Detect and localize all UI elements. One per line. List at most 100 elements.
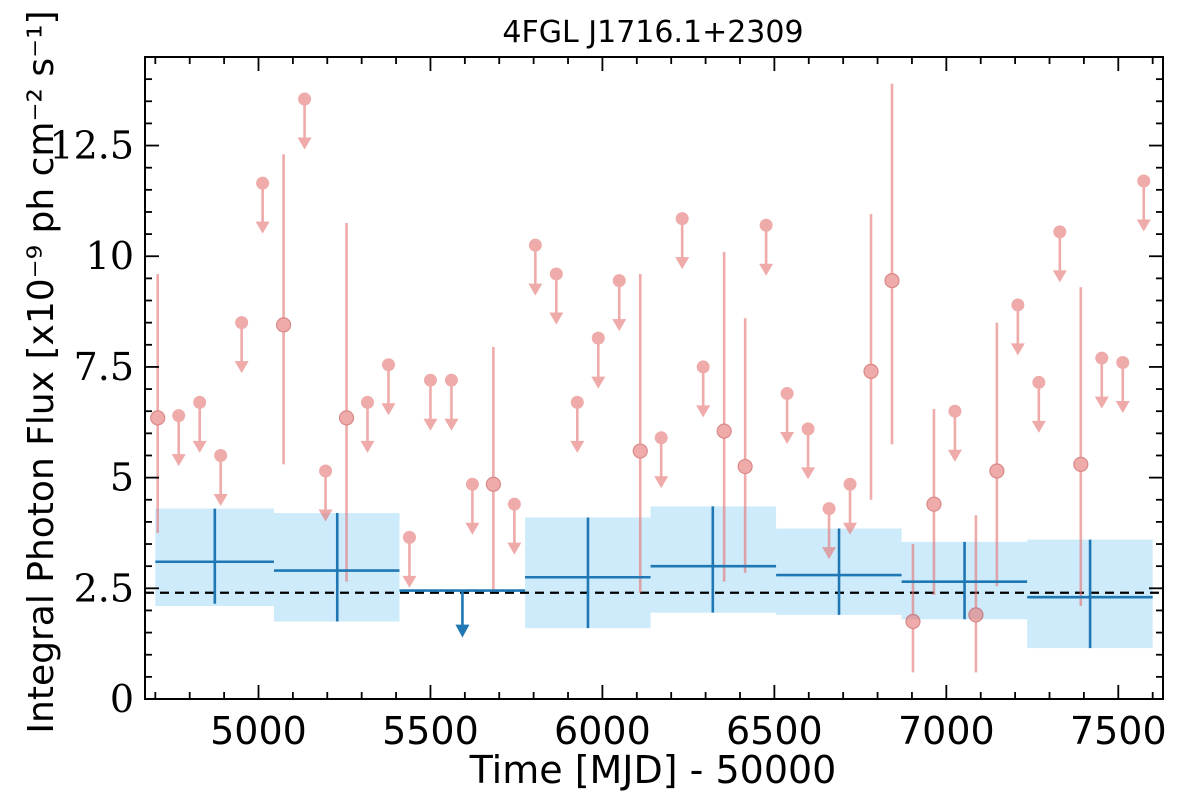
upper-limit-dot bbox=[1095, 351, 1109, 365]
coarse-bin-point bbox=[525, 517, 651, 629]
upper-limit-dot bbox=[801, 422, 815, 436]
upper-limit-arrowhead bbox=[1094, 396, 1109, 409]
flux-point bbox=[338, 223, 355, 582]
upper-limit-arrowhead bbox=[318, 509, 333, 522]
upper-limit-arrowhead bbox=[360, 440, 375, 453]
flux-point bbox=[632, 273, 648, 593]
upper-limit-dot bbox=[675, 212, 689, 226]
upper-limit-dot bbox=[612, 274, 626, 288]
upper-limit-marker bbox=[675, 212, 690, 270]
y-tick-label: 5 bbox=[110, 456, 134, 500]
upper-limit-dot bbox=[948, 404, 962, 418]
upper-limit-marker bbox=[255, 176, 270, 234]
upper-limit-dot bbox=[465, 477, 479, 491]
coarse-upper-limit bbox=[399, 589, 526, 638]
upper-limit-dot bbox=[822, 502, 836, 516]
upper-limit-arrowhead bbox=[255, 221, 270, 234]
upper-limit-marker bbox=[549, 267, 564, 325]
flux-marker bbox=[1073, 456, 1089, 472]
upper-limit-marker bbox=[360, 395, 375, 453]
upper-limit-marker bbox=[1094, 351, 1109, 409]
upper-limit-arrowhead bbox=[1115, 400, 1130, 413]
upper-limit-arrowhead bbox=[507, 542, 522, 555]
upper-limit-dot bbox=[319, 464, 333, 478]
upper-limit-marker bbox=[444, 373, 459, 431]
x-tick-label: 6500 bbox=[726, 709, 823, 753]
upper-limit-dot bbox=[507, 497, 521, 511]
upper-limit-marker bbox=[654, 431, 669, 489]
x-axis-ticks: 5000 5500 6000 6500 7000 7500 bbox=[154, 57, 1167, 753]
upper-limit-marker bbox=[1115, 356, 1130, 413]
flux-marker bbox=[968, 607, 984, 623]
upper-limit-marker bbox=[381, 358, 396, 416]
upper-limit-arrowhead bbox=[759, 263, 774, 276]
upper-limit-dot bbox=[591, 331, 605, 345]
upper-limit-marker bbox=[192, 395, 207, 453]
upper-limit-marker bbox=[570, 395, 585, 453]
y-tick-label: 0 bbox=[110, 677, 134, 721]
x-tick-label: 5000 bbox=[210, 709, 307, 753]
upper-limit-arrowhead bbox=[780, 431, 795, 444]
coarse-bin-point bbox=[776, 528, 902, 615]
fine-bin-points bbox=[150, 83, 1151, 673]
coarse-bin-bands bbox=[155, 506, 1153, 649]
upper-limit-marker bbox=[1136, 174, 1151, 232]
upper-limit-marker bbox=[234, 316, 249, 374]
x-tick-label: 5500 bbox=[382, 709, 479, 753]
flux-marker bbox=[737, 458, 753, 475]
flux-marker bbox=[275, 317, 292, 333]
flux-marker bbox=[905, 613, 921, 630]
upper-limit-dot bbox=[193, 395, 207, 409]
upper-limit-arrowhead bbox=[381, 403, 396, 416]
flux-point bbox=[1073, 287, 1089, 607]
upper-limit-dot bbox=[549, 267, 563, 281]
upper-limit-arrowhead bbox=[213, 493, 228, 506]
upper-limit-dot bbox=[528, 238, 542, 252]
coarse-bin-point bbox=[901, 541, 1028, 620]
y-axis-label: Integral Photon Flux [x10⁻⁹ ph cm⁻² s⁻¹] bbox=[21, 10, 62, 733]
flux-point bbox=[926, 408, 942, 595]
flux-point bbox=[485, 347, 501, 591]
upper-limit-arrowhead bbox=[297, 137, 312, 150]
y-tick-label: 7.5 bbox=[74, 345, 134, 389]
flux-marker bbox=[716, 423, 732, 439]
flux-marker bbox=[863, 363, 879, 379]
upper-limit-dot bbox=[381, 358, 395, 372]
flux-point bbox=[150, 273, 166, 533]
upper-limit-marker bbox=[822, 502, 837, 560]
upper-limit-marker bbox=[780, 386, 795, 444]
upper-limit-arrowhead bbox=[402, 575, 417, 588]
upper-limit-marker bbox=[591, 331, 606, 389]
x-tick-label: 7500 bbox=[1070, 709, 1167, 753]
upper-limit-marker bbox=[1052, 225, 1067, 283]
x-axis-label: Time [MJD] - 50000 bbox=[469, 748, 837, 792]
upper-limit-marker bbox=[1010, 298, 1025, 356]
upper-limit-dot bbox=[1032, 375, 1046, 389]
upper-limit-arrowhead bbox=[654, 476, 669, 489]
upper-limit-marker bbox=[696, 360, 711, 418]
upper-limit-dot bbox=[402, 530, 416, 544]
upper-limit-dot bbox=[361, 395, 375, 409]
upper-limit-marker bbox=[297, 92, 312, 150]
flux-marker bbox=[989, 463, 1005, 479]
flux-point bbox=[863, 214, 879, 500]
flux-marker bbox=[632, 443, 648, 459]
upper-limit-arrowhead bbox=[1031, 420, 1046, 433]
upper-limit-dot bbox=[172, 409, 186, 423]
x-tick-label: 6000 bbox=[554, 709, 651, 753]
y-axis-ticks: 0 2.5 5 7.5 10 12.5 bbox=[49, 56, 1163, 721]
upper-limit-dot bbox=[1116, 356, 1130, 370]
upper-limit-dot bbox=[444, 373, 458, 387]
upper-limit-dot bbox=[570, 395, 584, 409]
upper-limit-arrowhead bbox=[528, 283, 543, 296]
upper-limit-dot bbox=[214, 448, 228, 462]
flux-point bbox=[716, 251, 732, 582]
coarse-bin-point bbox=[155, 508, 274, 604]
upper-limit-arrowhead bbox=[1052, 270, 1067, 283]
coarse-bin-point bbox=[650, 506, 777, 613]
flux-point bbox=[989, 322, 1005, 587]
upper-limit-dot bbox=[654, 431, 668, 445]
upper-limit-marker bbox=[801, 422, 816, 480]
flux-point bbox=[968, 515, 984, 673]
